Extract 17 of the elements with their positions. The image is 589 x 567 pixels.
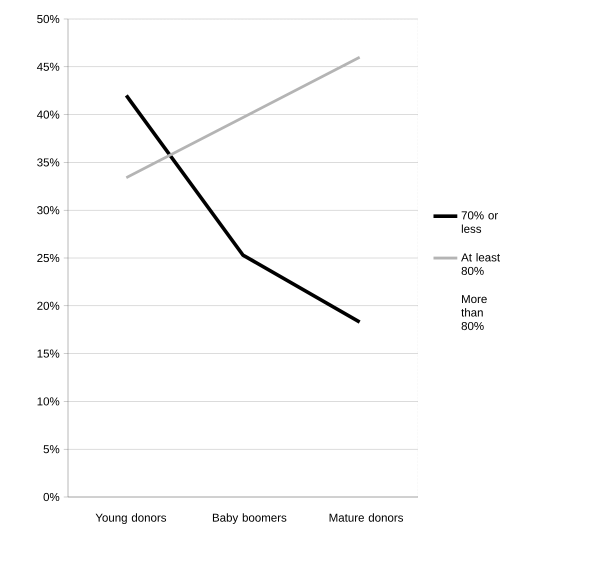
x-tick-label: Baby boomers: [212, 513, 286, 524]
x-tick-label: Mature donors: [330, 513, 404, 522]
y-tick-label: 5%: [44, 445, 60, 454]
y-tick-label: 35%: [37, 158, 60, 166]
legend-label: At least 80%: [461, 253, 500, 275]
y-tick-label: 40%: [36, 110, 60, 119]
y-tick-label: 50%: [37, 14, 60, 24]
text: More than 80%: [461, 295, 487, 330]
y-tick-label: 10%: [38, 397, 60, 406]
legend-label: 70% or less: [462, 211, 498, 233]
y-tick-label: 45%: [36, 62, 60, 71]
x-tick-label: Young donors: [96, 513, 166, 524]
y-tick-label: 0%: [44, 492, 60, 502]
y-tick-label: 15%: [38, 350, 60, 358]
y-tick-label: 20%: [37, 302, 60, 310]
y-tick-label: 30%: [37, 206, 60, 214]
y-tick-label: 25%: [37, 254, 60, 262]
